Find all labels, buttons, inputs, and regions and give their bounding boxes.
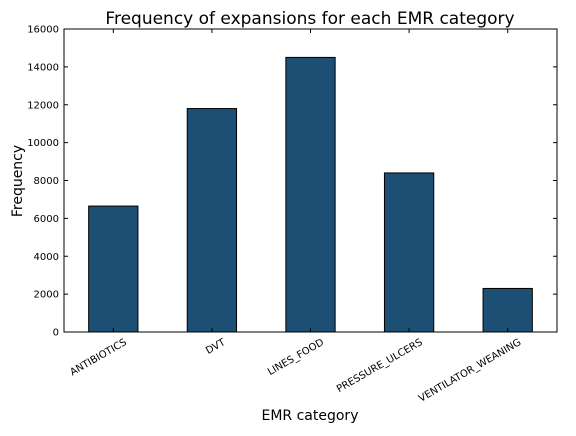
y-tick-label: 16000 xyxy=(27,25,59,36)
x-tick-label: PRESSURE_ULCERS xyxy=(335,337,425,395)
y-tick-label: 14000 xyxy=(27,62,59,73)
y-axis-label: Frequency xyxy=(10,145,26,217)
y-tick-label: 6000 xyxy=(34,214,59,225)
y-tick-label: 4000 xyxy=(34,252,59,263)
bar-lines-food xyxy=(285,56,336,333)
x-axis-label: EMR category xyxy=(262,408,359,424)
x-tick-label: VENTILATOR_WEANING xyxy=(417,337,523,405)
y-tick-label: 12000 xyxy=(27,100,59,111)
x-tick-label: LINES_FOOD xyxy=(266,337,326,378)
x-tick-label: ANTIBIOTICS xyxy=(68,337,128,378)
bar-ventilator-weaning xyxy=(482,287,533,333)
bar-pressure-ulcers xyxy=(383,172,435,333)
bar-antibiotics xyxy=(88,205,139,333)
bar-dvt xyxy=(186,108,238,333)
y-tick-label: 10000 xyxy=(27,138,59,149)
chart-title: Frequency of expansions for each EMR cat… xyxy=(105,9,514,29)
bars-layer xyxy=(88,56,533,333)
y-tick-label: 2000 xyxy=(34,290,59,301)
y-tick-label: 0 xyxy=(53,328,59,339)
y-tick-label: 8000 xyxy=(34,176,59,187)
plot-frame xyxy=(63,28,558,333)
x-tick-label: DVT xyxy=(204,337,228,357)
